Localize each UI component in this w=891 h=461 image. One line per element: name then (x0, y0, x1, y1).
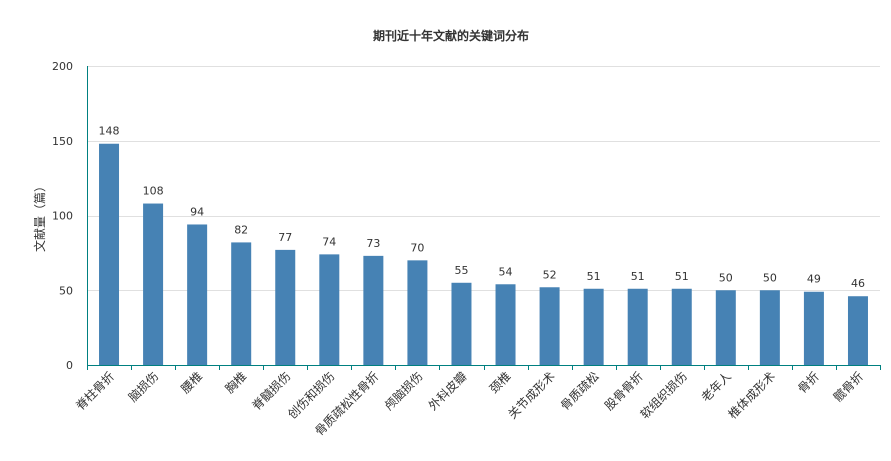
bars (99, 143, 868, 365)
x-category-label: 脑损伤 (126, 369, 161, 404)
data-label: 50 (763, 271, 777, 284)
data-label: 82 (234, 223, 248, 236)
data-label: 51 (675, 270, 689, 283)
bar (319, 254, 340, 365)
bar (451, 282, 472, 365)
x-category-label: 胸椎 (222, 369, 250, 397)
data-label: 70 (410, 241, 424, 254)
data-label: 49 (807, 273, 821, 286)
bar (143, 203, 164, 365)
bar (759, 290, 780, 365)
y-axis-ticks: 0 50 100 150 200 (52, 60, 73, 372)
data-label: 148 (99, 125, 120, 138)
y-tick-label: 100 (52, 210, 73, 223)
bar (627, 288, 648, 365)
data-label: 55 (454, 264, 468, 277)
x-axis-ticks (87, 365, 881, 370)
x-category-label: 软组织损伤 (638, 369, 690, 421)
x-category-label: 椎体成形术 (725, 369, 778, 422)
data-label: 77 (278, 231, 292, 244)
data-label: 54 (499, 265, 513, 278)
bar (671, 288, 692, 365)
data-label: 52 (543, 268, 557, 281)
y-tick-label: 0 (66, 359, 73, 372)
data-label: 74 (322, 235, 336, 248)
x-category-label: 腰椎 (178, 369, 206, 397)
data-labels: 148 108 94 82 77 74 73 70 55 54 52 51 51 51 50 50 49 46 (99, 125, 865, 290)
x-category-label: 骨折 (794, 369, 822, 397)
y-tick-label: 200 (52, 60, 73, 73)
bar (715, 290, 736, 365)
x-category-label: 髋骨折 (830, 369, 866, 405)
bar (407, 260, 428, 365)
y-tick-label: 150 (52, 135, 73, 148)
bar (539, 287, 560, 365)
x-category-label: 颈椎 (486, 369, 514, 397)
bar (583, 288, 604, 365)
y-axis-title: 文献量（篇） (32, 180, 47, 252)
bar (187, 224, 208, 365)
bar (495, 284, 516, 365)
bar (803, 291, 824, 365)
x-category-label: 脊柱骨折 (73, 369, 118, 414)
bar (363, 255, 384, 365)
x-category-label: 老年人 (699, 369, 734, 404)
x-category-label: 股骨骨折 (601, 369, 646, 414)
data-label: 51 (587, 270, 601, 283)
x-category-label: 骨质疏松 (557, 369, 602, 414)
x-category-label: 颅脑损伤 (382, 369, 426, 413)
data-label: 50 (719, 271, 733, 284)
grid-lines (87, 66, 880, 291)
data-label: 46 (851, 277, 865, 290)
bar (231, 242, 252, 365)
data-label: 94 (190, 205, 204, 218)
bar (99, 143, 120, 365)
x-category-label: 外科皮瓣 (426, 369, 470, 413)
data-label: 51 (631, 270, 645, 283)
data-label: 73 (366, 237, 380, 250)
x-category-label: 脊髓损伤 (250, 369, 294, 413)
y-tick-label: 50 (59, 284, 73, 297)
bar (275, 249, 296, 365)
x-category-label: 关节成形术 (505, 369, 557, 421)
data-label: 108 (143, 185, 164, 198)
chart-title: 期刊近十年文献的关键词分布 (373, 28, 529, 43)
bar (847, 296, 868, 365)
